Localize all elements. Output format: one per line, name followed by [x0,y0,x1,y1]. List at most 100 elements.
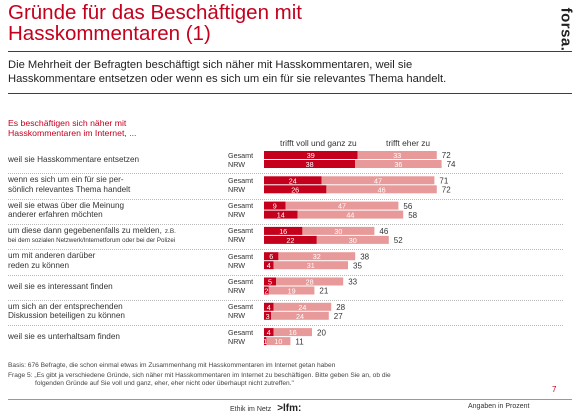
item-label: um diese dann gegebenenfalls zu melden, z… [8,226,223,246]
label-eher-gesamt: 47 [374,176,382,185]
label-eher-gesamt: 16 [289,328,297,337]
bar-voll-gesamt [264,277,276,286]
row-separator [8,274,563,276]
label-total-gesamt: 71 [439,177,448,186]
bar-eher-nrw [297,210,404,219]
label-eher-nrw: 31 [307,261,315,270]
bar-eher-gesamt [273,328,312,337]
lfm-logo: >lfm: [277,403,302,414]
bar-voll-gesamt [264,328,274,337]
bar-eher-nrw [316,235,389,244]
label-total-gesamt: 20 [317,328,326,337]
group-label-gesamt: Gesamt [228,327,254,337]
label-voll-gesamt: 24 [289,176,297,185]
item-label: weil sie etwas über die Meinung anderer e… [8,201,223,220]
item-label-line: um sich an der entsprechenden [8,301,123,311]
chart-item-row: um sich an der entsprechenden Diskussion … [8,302,568,330]
label-voll-nrw: 14 [277,211,285,220]
bar-eher-nrw [268,286,315,295]
label-voll-nrw: 22 [286,236,294,245]
group-label-nrw: NRW [228,260,246,270]
label-voll-nrw: 4 [267,261,271,270]
item-label-text: um diese dann gegebenenfalls zu melden, [8,225,162,235]
group-label-nrw: NRW [228,311,246,321]
row-separator [8,173,563,175]
footer-frage-line-1: Frage 5: „Es gibt ja verschiedene Gründe… [8,372,391,379]
label-total-nrw: 21 [319,287,328,296]
label-total-nrw: 11 [295,337,304,346]
bar-eher-gesamt [321,176,435,185]
page-title: Gründe für das Beschäftigen mit Hasskomm… [8,2,518,44]
chart-item-row: um diese dann gegebenenfalls zu melden, z… [8,226,568,254]
question-line-1: Es beschäftigen sich näher mit [8,118,127,128]
label-eher-nrw: 19 [288,287,296,296]
item-label: um mit anderen darüber reden zu können [8,251,223,270]
bar-eher-gesamt [276,277,344,286]
bar-voll-gesamt [264,252,279,261]
group-label-nrw: NRW [228,210,246,220]
label-eher-nrw: 30 [349,236,357,245]
legend-voll: trifft voll und ganz zu [280,138,357,148]
bar-eher-nrw [271,311,329,320]
label-total-nrw: 27 [334,312,343,321]
label-eher-nrw: 10 [274,337,282,346]
bar-voll-nrw [264,286,269,295]
group-label-gesamt: Gesamt [228,226,254,236]
row-separator [8,249,563,251]
bar-voll-gesamt [264,201,286,210]
footer-frage-line-2: folgenden Gründe auf Sie voll und ganz, … [35,380,294,387]
bar-eher-gesamt [273,302,332,311]
item-label: weil sie es interessant finden [8,282,223,292]
footer-frage: Frage 5: „Es gibt ja verschiedene Gründe… [8,372,548,388]
group-label-gesamt: Gesamt [228,150,254,160]
label-voll-nrw: 3 [266,312,270,321]
group-label-nrw: NRW [228,235,246,245]
bar-eher-nrw [355,160,442,168]
chart-item-row: weil sie etwas über die Meinung anderer e… [8,201,568,229]
bar-voll-nrw [264,210,298,219]
item-label: weil sie es unterhaltsam finden [8,332,223,342]
bar-voll-gesamt [264,176,322,185]
group-label-gesamt: Gesamt [228,251,254,261]
group-label-nrw: NRW [228,286,246,295]
group-label-gesamt: Gesamt [228,302,254,312]
label-voll-nrw: 1 [263,337,267,346]
label-eher-gesamt: 28 [306,278,314,287]
bar-eher-gesamt [357,151,437,159]
bar-voll-gesamt [264,226,303,235]
bar-voll-gesamt [264,302,274,311]
intro-line-2: Hasskommentare entsetzen oder wenn es si… [8,73,447,85]
item-label: weil sie Hasskommentare entsetzen [8,155,223,165]
intro-text: Die Mehrheit der Befragten beschäftigt s… [8,58,563,86]
label-total-nrw: 52 [394,236,403,245]
item-label-suffix: z.B. [164,227,176,235]
label-total-nrw: 72 [442,186,451,195]
group-label-nrw: NRW [228,159,246,169]
bar-voll-nrw [264,185,327,194]
label-voll-nrw: 38 [306,160,314,169]
group-label-gesamt: Gesamt [228,277,254,286]
label-eher-gesamt: 47 [338,202,346,211]
item-label: wenn es sich um ein für sie per-sönlich … [8,175,223,194]
row-separator [8,299,563,301]
group-label-gesamt: Gesamt [228,175,254,185]
bar-voll-nrw [264,160,356,168]
label-total-nrw: 58 [408,211,417,220]
intro-rule [8,93,572,94]
label-voll-gesamt: 16 [279,227,287,236]
label-eher-gesamt: 32 [313,252,321,261]
footer-basis: Basis: 676 Befragte, die schon einmal et… [8,362,336,369]
bar-voll-gesamt [264,151,358,159]
item-label-line: bei dem sozialen Netzwerk/Internetforum … [8,237,176,245]
row-separator [8,325,563,327]
chart-item-row: wenn es sich um ein für sie per-sönlich … [8,175,568,203]
bar-voll-nrw [264,337,267,346]
item-label-line: sönlich relevantes Thema handelt [8,184,131,194]
label-total-gesamt: 56 [403,202,412,211]
label-total-nrw: 74 [447,160,456,169]
title-rule [8,51,572,52]
question-text: Es beschäftigen sich näher mit Hasskomme… [8,118,208,138]
item-label-line: um mit anderen darüber [8,251,96,261]
row-separator [8,198,563,200]
